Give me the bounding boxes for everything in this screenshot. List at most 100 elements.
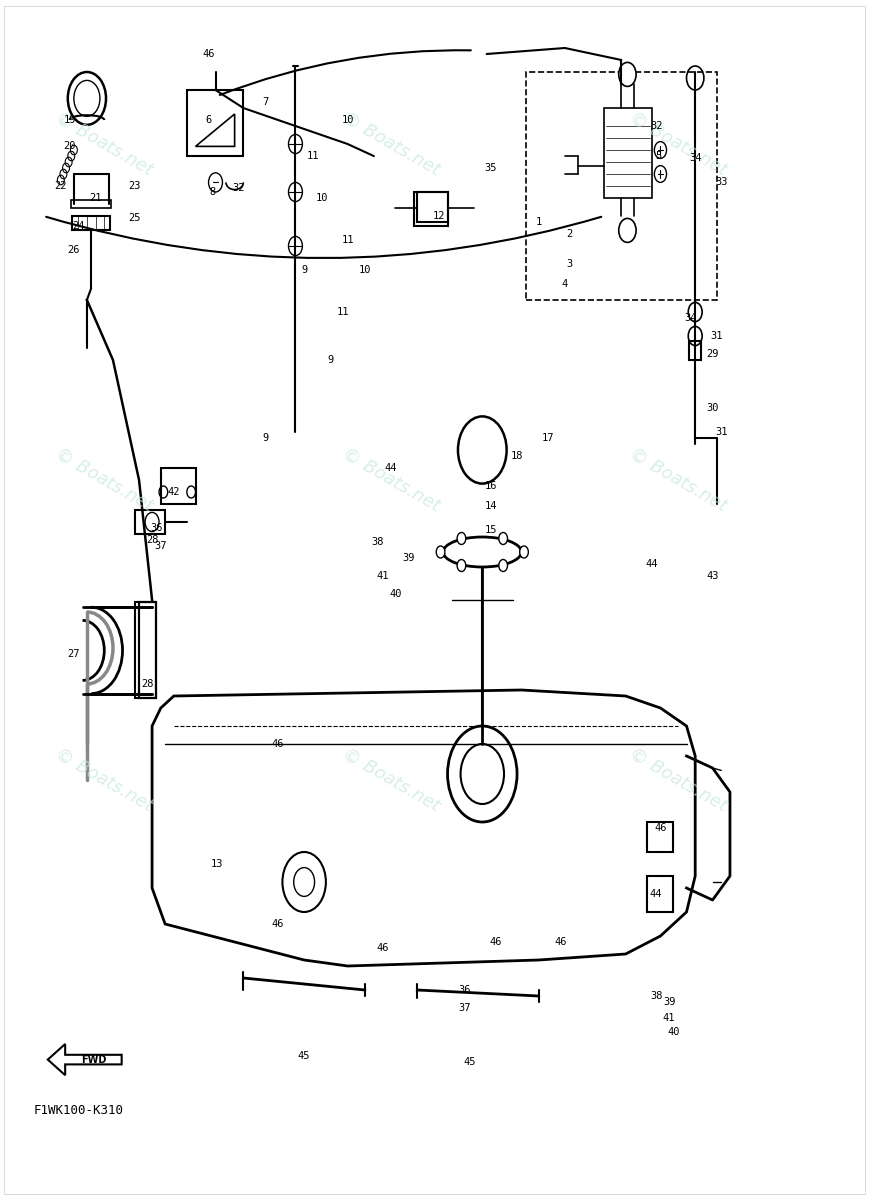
Text: 15: 15 [485,526,497,535]
Circle shape [457,559,466,571]
Text: © Boats.net: © Boats.net [339,109,443,179]
Bar [647,876,673,912]
Text: 21: 21 [90,193,102,203]
Text: 10: 10 [315,193,328,203]
Text: 39: 39 [663,997,675,1007]
Text: 46: 46 [202,49,215,59]
Polygon shape [48,1044,122,1075]
Text: 8: 8 [209,187,216,197]
Text: 41: 41 [663,1013,675,1022]
Bar [135,602,156,698]
Text: 46: 46 [554,937,567,947]
Text: 23: 23 [129,181,141,191]
Bar [526,72,717,300]
Text: 4: 4 [561,280,568,289]
Bar [161,468,196,504]
Text: 37: 37 [459,1003,471,1013]
Text: 42: 42 [168,487,180,497]
Text: 9: 9 [262,433,269,443]
Text: 30: 30 [706,403,719,413]
Text: 13: 13 [211,859,223,869]
Bar [414,192,448,226]
Text: 46: 46 [272,919,284,929]
Text: 46: 46 [654,823,667,833]
Text: © Boats.net: © Boats.net [339,445,443,515]
Bar [187,90,243,156]
Bar [689,341,701,360]
Text: 32: 32 [233,184,245,193]
Text: 11: 11 [342,235,354,245]
Text: 44: 44 [650,889,662,899]
Text: FWD: FWD [81,1055,107,1064]
Text: 44: 44 [646,559,658,569]
Text: © Boats.net: © Boats.net [52,745,156,815]
Bar [604,108,652,198]
Text: 17: 17 [541,433,554,443]
Bar [135,510,165,534]
Text: 7: 7 [262,97,269,107]
Text: 40: 40 [667,1027,680,1037]
Text: 5: 5 [655,151,662,161]
Text: 35: 35 [485,163,497,173]
Circle shape [458,416,507,484]
Text: 46: 46 [376,943,388,953]
Text: 11: 11 [307,151,319,161]
Text: 3: 3 [566,259,573,269]
Text: 32: 32 [650,121,662,131]
Text: 10: 10 [342,115,354,125]
Text: 31: 31 [711,331,723,341]
Text: 41: 41 [376,571,388,581]
Text: © Boats.net: © Boats.net [52,109,156,179]
Text: 29: 29 [706,349,719,359]
Text: 28: 28 [142,679,154,689]
Text: F1WK100-K310: F1WK100-K310 [33,1104,123,1116]
Text: 34: 34 [685,313,697,323]
Bar [72,216,110,230]
Circle shape [436,546,445,558]
Text: 45: 45 [463,1057,475,1067]
Text: 20: 20 [63,142,76,151]
Text: 27: 27 [68,649,80,659]
Text: 46: 46 [489,937,501,947]
Bar [647,822,673,852]
Text: 38: 38 [650,991,662,1001]
Text: 1: 1 [535,217,542,227]
Text: 19: 19 [63,115,76,125]
Text: 38: 38 [372,538,384,547]
Bar [71,200,111,208]
Text: 37: 37 [155,541,167,551]
Text: © Boats.net: © Boats.net [626,445,730,515]
Text: 26: 26 [68,245,80,254]
Text: 44: 44 [385,463,397,473]
Text: © Boats.net: © Boats.net [52,445,156,515]
Text: 11: 11 [337,307,349,317]
Text: 36: 36 [150,523,163,533]
Text: 14: 14 [485,502,497,511]
Circle shape [499,533,507,545]
Text: 25: 25 [129,214,141,223]
Text: 24: 24 [72,221,84,230]
Text: 46: 46 [272,739,284,749]
Bar [139,602,156,698]
Text: 22: 22 [55,181,67,191]
Text: 6: 6 [205,115,212,125]
Circle shape [499,559,507,571]
Text: © Boats.net: © Boats.net [339,745,443,815]
Text: 40: 40 [389,589,401,599]
Circle shape [457,533,466,545]
Bar [417,192,448,222]
Circle shape [619,62,636,86]
Circle shape [520,546,528,558]
Bar [139,602,156,698]
Text: 10: 10 [359,265,371,275]
Text: 33: 33 [715,178,727,187]
Text: 12: 12 [433,211,445,221]
Text: 18: 18 [511,451,523,461]
Text: © Boats.net: © Boats.net [626,745,730,815]
Text: 39: 39 [402,553,415,563]
Text: 45: 45 [298,1051,310,1061]
Text: 36: 36 [459,985,471,995]
Text: 43: 43 [706,571,719,581]
Text: 28: 28 [146,535,158,545]
Text: 16: 16 [485,481,497,491]
